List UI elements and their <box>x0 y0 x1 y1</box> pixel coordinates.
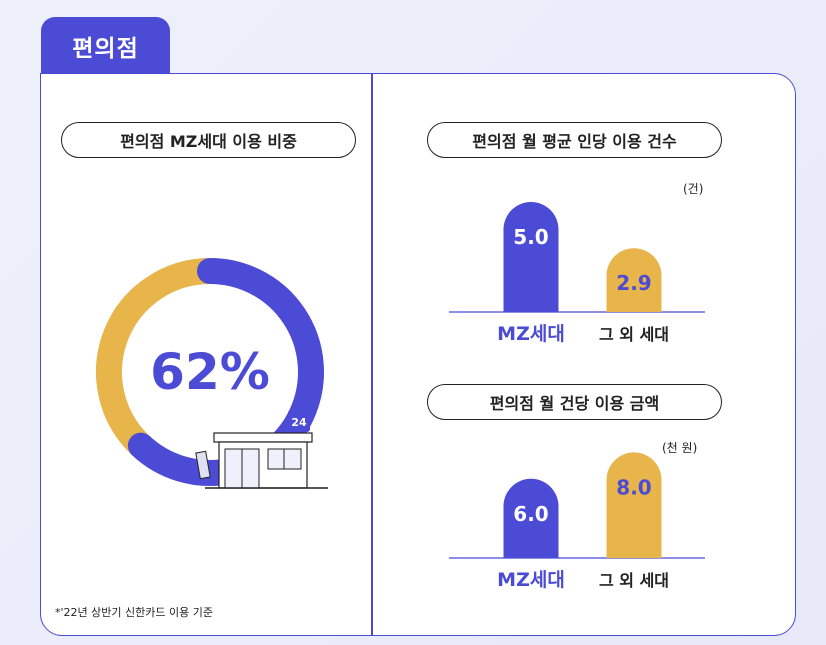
store-sign-box <box>288 410 310 432</box>
bar-category-label: 그 외 세대 <box>599 325 669 344</box>
content-card <box>40 73 796 636</box>
chart1-title: 편의점 월 평균 인당 이용 건수 <box>427 122 722 158</box>
store-side-sign <box>195 450 211 480</box>
chart2-title: 편의점 월 건당 이용 금액 <box>427 384 722 420</box>
chart2-unit: (천 원) <box>662 441 698 455</box>
store-sign-text: 24 <box>291 416 307 429</box>
bar-category-label: 그 외 세대 <box>599 571 669 590</box>
bar-mz <box>503 478 559 558</box>
bar-other <box>606 452 662 558</box>
chart1-unit: (건) <box>683 182 704 196</box>
donut-center-label: 62% <box>150 343 270 401</box>
bar-value-label: 2.9 <box>616 271 651 295</box>
bar-value-label: 6.0 <box>513 502 548 526</box>
footnote: *'22년 상반기 신한카드 이용 기준 <box>55 606 213 619</box>
bar-category-label: MZ세대 <box>497 569 565 591</box>
bar-mz <box>503 201 559 312</box>
store-illustration: 24 <box>195 410 328 489</box>
donut-slice-mz <box>127 258 324 486</box>
panel-divider <box>371 74 373 636</box>
bar-other <box>606 248 662 312</box>
bar-chart-1: 5.0 MZ세대 2.9 그 외 세대 <box>449 201 705 345</box>
bar-chart-2: 6.0 MZ세대 8.0 그 외 세대 <box>449 452 705 591</box>
store-roof <box>213 432 313 443</box>
bar-value-label: 5.0 <box>513 225 548 249</box>
bar-category-label: MZ세대 <box>497 323 565 345</box>
donut-slice-other <box>96 258 223 459</box>
left-chart-title: 편의점 MZ세대 이용 비중 <box>61 122 356 158</box>
donut-chart: 62% <box>96 258 324 486</box>
category-tab: 편의점 <box>41 17 170 74</box>
bar-value-label: 8.0 <box>616 475 651 499</box>
